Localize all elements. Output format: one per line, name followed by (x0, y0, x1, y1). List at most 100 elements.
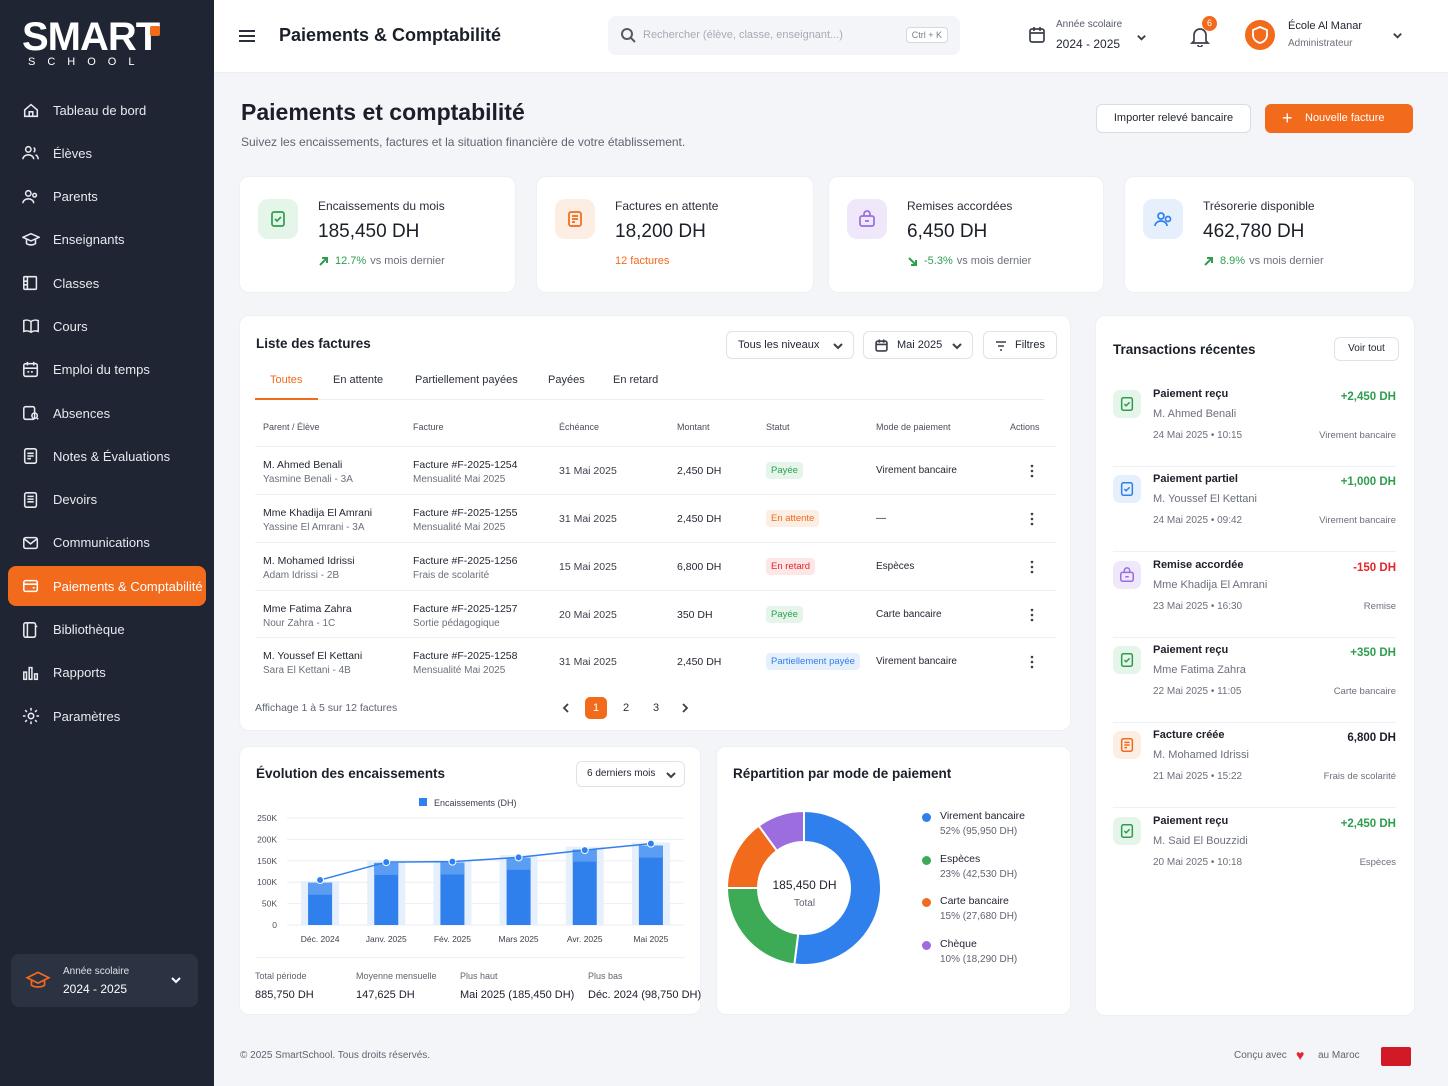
table-row[interactable]: M. Mohamed Idrissi Adam Idrissi - 2B Factu… (255, 542, 1056, 590)
bell-icon[interactable] (1189, 25, 1211, 47)
donut-slice[interactable] (793, 809, 882, 966)
receipt-icon (271, 211, 285, 227)
invoice-number[interactable]: Facture #F-2025-1258 (413, 650, 518, 662)
transaction-item[interactable]: Paiement reçu M. Said El Bouzzidi 20 Mai 2… (1113, 809, 1396, 894)
more-actions-icon[interactable] (1030, 560, 1034, 574)
donut-slice[interactable] (757, 809, 805, 853)
table-row[interactable]: M. Ahmed Benali Yasmine Benali - 3A Factur… (255, 446, 1056, 494)
parents-icon (22, 189, 38, 203)
due-date: 31 Mai 2025 (559, 656, 617, 668)
range-value: 6 derniers mois (587, 768, 656, 779)
more-actions-icon[interactable] (1030, 464, 1034, 478)
sidebar-item-book[interactable]: Cours (8, 306, 206, 346)
tab-toutes[interactable]: Toutes (270, 374, 303, 386)
legend-label: Encaissements (DH) (434, 798, 517, 808)
parent-name: M. Youssef El Kettani (263, 650, 363, 662)
school-avatar[interactable] (1245, 20, 1275, 50)
sidebar-item-mail[interactable]: Communications (8, 523, 206, 563)
kpi-label: Encaissements du mois (318, 199, 445, 213)
tab-en-attente[interactable]: En attente (333, 374, 384, 386)
chevron-down-icon (952, 343, 962, 350)
trend-point[interactable] (646, 839, 655, 848)
more-actions-icon[interactable] (1030, 512, 1034, 526)
year-selector[interactable]: Année scolaire 2024 - 2025 (1028, 17, 1148, 55)
import-statement-button[interactable]: Importer relevé bancaire (1096, 104, 1251, 133)
donut-center-label: Total (793, 898, 816, 909)
kpi-trend-text: vs mois dernier (956, 255, 1032, 267)
legend-swatch (419, 798, 427, 806)
legend-detail: 52% (95,950 DH) (940, 826, 1018, 837)
table-row[interactable]: Mme Khadija El Amrani Yassine El Amrani -… (255, 494, 1056, 542)
level-filter[interactable]: Tous les niveaux (726, 331, 854, 359)
sidebar-item-parents[interactable]: Parents (8, 177, 206, 217)
chevron-right-icon[interactable] (680, 703, 690, 713)
sidebar-item-users[interactable]: Élèves (8, 133, 206, 173)
sidebar-item-chart[interactable]: Rapports (8, 653, 206, 693)
bar[interactable] (638, 845, 663, 925)
morocco-flag-icon (1381, 1047, 1411, 1066)
x-tick-label: Fév. 2025 (434, 934, 471, 944)
sidebar-item-calendar[interactable]: Emploi du temps (8, 350, 206, 390)
kpi-card: Encaissements du mois 185,450 DH 12.7% vs m… (239, 176, 516, 293)
donut-center-value: 185,450 DH (772, 878, 837, 892)
legend-dot (922, 855, 931, 865)
more-actions-icon[interactable] (1030, 655, 1034, 669)
logo[interactable]: SMART SCHOOL (22, 17, 172, 68)
month-filter[interactable]: Mai 2025 (863, 331, 973, 359)
x-tick-label: Avr. 2025 (567, 934, 603, 944)
table-row[interactable]: Mme Fatima Zahra Nour Zahra - 1C Facture #… (255, 590, 1056, 638)
invoice-number[interactable]: Facture #F-2025-1256 (413, 555, 518, 567)
sidebar-item-library[interactable]: Bibliothèque (8, 610, 206, 650)
calendar-icon (23, 361, 39, 377)
filters-button[interactable]: Filtres (983, 331, 1057, 359)
more-actions-icon[interactable] (1030, 608, 1034, 622)
search-input[interactable]: Rechercher (élève, classe, enseignant...… (608, 16, 960, 55)
page-button[interactable]: 1 (585, 697, 607, 719)
transaction-date: 24 Mai 2025 • 10:15 (1153, 430, 1243, 441)
sidebar-item-absence[interactable]: Absences (8, 393, 206, 433)
sidebar-item-graduation[interactable]: Enseignants (8, 220, 206, 260)
sidebar-item-notes[interactable]: Notes & Évaluations (8, 436, 206, 476)
chevron-left-icon[interactable] (561, 703, 571, 713)
transaction-icon-box (1113, 731, 1141, 760)
new-invoice-button[interactable]: + Nouvelle facture (1265, 104, 1413, 133)
transaction-item[interactable]: Paiement reçu M. Ahmed Benali 24 Mai 2025 … (1113, 382, 1396, 467)
invoice-number[interactable]: Facture #F-2025-1257 (413, 603, 518, 615)
transaction-item[interactable]: Facture créée M. Mohamed Idrissi 21 Mai 20… (1113, 723, 1396, 809)
sidebar-item-wallet[interactable]: Paiements & Comptabilité (8, 566, 206, 607)
y-tick-label: 200K (257, 834, 277, 844)
transaction-item[interactable]: Paiement reçu Mme Fatima Zahra 22 Mai 2025… (1113, 638, 1396, 723)
transaction-icon-box (1113, 816, 1141, 845)
evolution-title: Évolution des encaissements (256, 766, 446, 781)
page-button[interactable]: 3 (652, 702, 660, 714)
trend-point[interactable] (514, 853, 523, 862)
trend-point[interactable] (382, 858, 391, 867)
sidebar-year-selector[interactable]: Année scolaire 2024 - 2025 (11, 954, 198, 1007)
sidebar-item-gear[interactable]: Paramètres (8, 696, 206, 736)
y-tick-label: 100K (257, 877, 277, 887)
tab-en-retard[interactable]: En retard (613, 374, 659, 386)
bar[interactable] (572, 849, 597, 925)
chevron-down-icon[interactable] (1392, 30, 1403, 41)
trend-point[interactable] (316, 876, 325, 885)
sidebar-item-homework[interactable]: Devoirs (8, 480, 206, 520)
view-all-button[interactable]: Voir tout (1334, 337, 1399, 361)
tab-payées[interactable]: Payées (548, 374, 585, 386)
trend-point[interactable] (448, 857, 457, 866)
menu-icon[interactable] (238, 27, 256, 45)
transaction-icon-box (1113, 645, 1141, 674)
tab-partiellement-payées[interactable]: Partiellement payées (415, 374, 518, 386)
kpi-value: 18,200 DH (615, 221, 706, 242)
transaction-item[interactable]: Paiement partiel M. Youssef El Kettani 24 … (1113, 467, 1396, 553)
sidebar-item-classes[interactable]: Classes (8, 263, 206, 303)
amount: 2,450 DH (677, 465, 722, 477)
transaction-item[interactable]: Remise accordée Mme Khadija El Amrani 23 M… (1113, 553, 1396, 638)
trend-point[interactable] (580, 846, 589, 855)
page-button[interactable]: 2 (622, 702, 630, 714)
invoice-number[interactable]: Facture #F-2025-1254 (413, 459, 518, 471)
table-row[interactable]: M. Youssef El Kettani Sara El Kettani - 4… (255, 637, 1056, 685)
invoice-number[interactable]: Facture #F-2025-1255 (413, 507, 518, 519)
range-selector[interactable]: 6 derniers mois (576, 761, 685, 787)
sidebar-item-home[interactable]: Tableau de bord (8, 90, 206, 130)
kpi-icon-box (847, 199, 887, 239)
